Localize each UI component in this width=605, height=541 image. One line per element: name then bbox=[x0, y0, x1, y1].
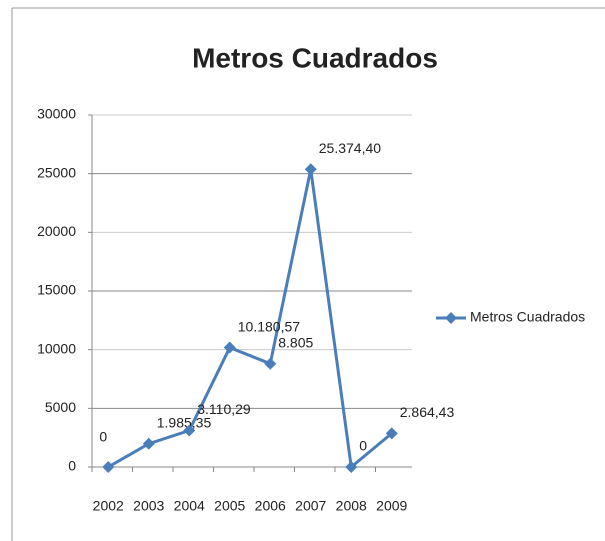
y-tick-label: 25000 bbox=[37, 164, 76, 180]
marker bbox=[264, 357, 277, 370]
x-tick-label: 2007 bbox=[295, 498, 326, 514]
marker bbox=[183, 424, 196, 437]
y-tick-label: 5000 bbox=[45, 399, 76, 415]
chart-title: Metros Cuadrados bbox=[192, 42, 438, 73]
y-tick-label: 10000 bbox=[37, 340, 76, 356]
data-label: 1.985,35 bbox=[157, 414, 212, 430]
y-tick-label: 15000 bbox=[37, 282, 76, 298]
data-label: 2.864,43 bbox=[400, 404, 455, 420]
x-tick-label: 2002 bbox=[93, 498, 124, 514]
y-tick-label: 30000 bbox=[37, 106, 76, 122]
marker bbox=[385, 427, 398, 440]
legend-label: Metros Cuadrados bbox=[470, 309, 585, 325]
marker bbox=[223, 341, 236, 354]
x-tick-label: 2005 bbox=[214, 498, 245, 514]
series-line bbox=[107, 168, 393, 470]
data-label: 0 bbox=[99, 429, 107, 445]
x-tick-label: 2006 bbox=[255, 498, 286, 514]
data-label: 3.110,29 bbox=[197, 401, 251, 417]
data-label: 8.805 bbox=[278, 334, 313, 350]
marker bbox=[102, 461, 115, 473]
y-tick-label: 20000 bbox=[37, 223, 76, 239]
marker bbox=[142, 437, 155, 450]
data-label: 0 bbox=[359, 438, 367, 454]
marker bbox=[304, 163, 317, 176]
data-label: 10.180,57 bbox=[238, 318, 300, 334]
data-label: 25.374,40 bbox=[319, 140, 381, 156]
x-tick-label: 2004 bbox=[174, 498, 205, 514]
y-tick-label: 0 bbox=[68, 458, 76, 474]
x-tick-label: 2009 bbox=[376, 498, 407, 514]
x-tick-label: 2008 bbox=[336, 498, 367, 514]
marker bbox=[345, 461, 358, 473]
x-tick-label: 2003 bbox=[133, 498, 164, 514]
legend-marker bbox=[445, 312, 457, 324]
